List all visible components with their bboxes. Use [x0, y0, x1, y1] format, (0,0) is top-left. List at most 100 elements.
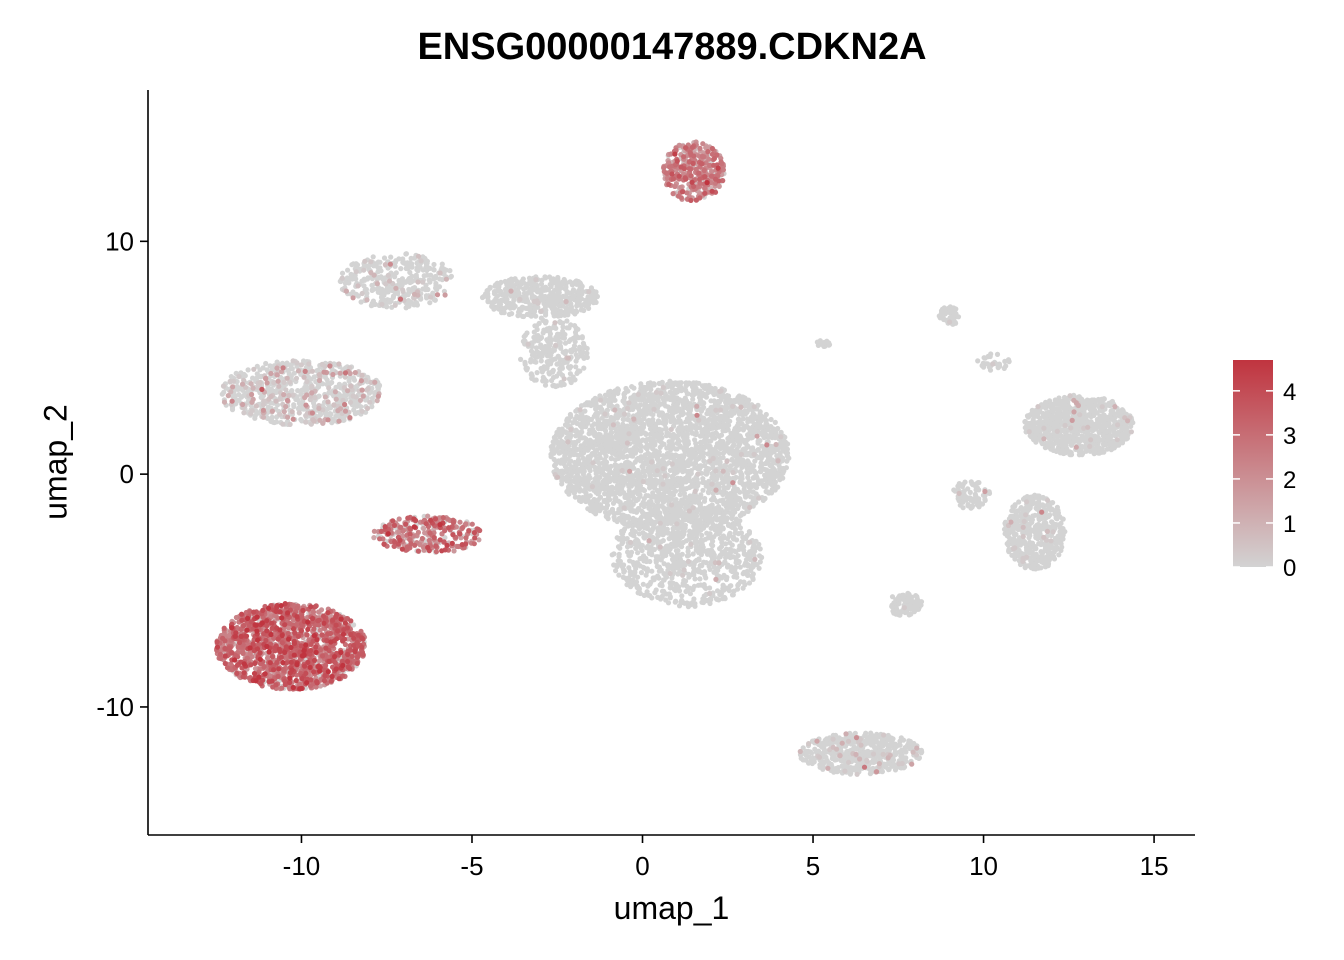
- data-point: [780, 465, 786, 472]
- data-point: [285, 368, 291, 374]
- data-point: [725, 485, 731, 491]
- data-point: [595, 503, 601, 509]
- data-point: [737, 479, 743, 485]
- data-point: [738, 470, 744, 476]
- data-point: [735, 505, 741, 512]
- data-point: [703, 394, 710, 400]
- data-point: [667, 454, 673, 460]
- data-point: [655, 432, 661, 438]
- data-point: [405, 292, 411, 298]
- data-point: [727, 446, 733, 452]
- data-point: [497, 288, 503, 294]
- data-point: [380, 276, 386, 282]
- data-point: [777, 472, 783, 478]
- data-point: [593, 509, 599, 515]
- data-point: [740, 501, 746, 507]
- data-point: [523, 285, 529, 291]
- data-point: [620, 416, 626, 422]
- data-point: [554, 331, 561, 337]
- data-point: [448, 273, 454, 279]
- data-point: [703, 383, 709, 389]
- data-point: [698, 463, 704, 469]
- data-point: [549, 277, 555, 283]
- data-point: [552, 463, 558, 469]
- data-point: [439, 261, 445, 267]
- data-point: [358, 404, 364, 410]
- data-point: [658, 401, 664, 407]
- data-point: [728, 430, 734, 437]
- data-point: [254, 363, 260, 369]
- data-point: [494, 293, 501, 299]
- data-point: [771, 433, 778, 439]
- data-point: [439, 277, 445, 283]
- data-point: [269, 414, 275, 420]
- data-point: [507, 277, 514, 283]
- data-point: [693, 430, 699, 436]
- data-point: [684, 425, 690, 431]
- data-point: [567, 472, 573, 478]
- data-point: [571, 293, 577, 299]
- data-point: [706, 466, 712, 472]
- data-point: [443, 267, 449, 273]
- data-point: [554, 280, 560, 286]
- data-point: [557, 429, 564, 436]
- data-point: [667, 467, 674, 473]
- data-point: [639, 430, 645, 436]
- data-point: [555, 353, 561, 359]
- data-point: [433, 280, 439, 287]
- data-point: [531, 309, 538, 315]
- data-point: [650, 490, 656, 496]
- data-point: [414, 260, 420, 266]
- data-point: [574, 370, 580, 376]
- data-point: [759, 451, 765, 457]
- data-point: [354, 262, 361, 268]
- data-point: [533, 313, 539, 319]
- data-point: [757, 438, 763, 444]
- data-point: [737, 489, 743, 495]
- data-point: [564, 289, 570, 295]
- data-point: [763, 420, 769, 427]
- data-point: [716, 433, 722, 439]
- data-point: [573, 433, 579, 439]
- data-point: [351, 622, 357, 628]
- data-point: [518, 306, 524, 313]
- data-point: [598, 444, 604, 450]
- data-point: [669, 496, 675, 502]
- data-point: [663, 426, 669, 433]
- data-point: [698, 508, 704, 514]
- data-point: [723, 399, 729, 405]
- data-point: [328, 411, 334, 417]
- data-point: [619, 436, 625, 442]
- data-point: [686, 381, 692, 387]
- data-point: [273, 389, 279, 395]
- data-point: [697, 392, 703, 398]
- data-point: [738, 512, 744, 518]
- data-point: [700, 454, 706, 460]
- data-point: [647, 396, 653, 402]
- data-point: [633, 423, 639, 429]
- data-point: [616, 424, 622, 431]
- data-point: [697, 494, 704, 500]
- data-point: [538, 358, 544, 364]
- data-point: [759, 478, 765, 484]
- data-point: [268, 418, 274, 424]
- data-point: [697, 398, 704, 404]
- data-point: [752, 458, 758, 464]
- data-point: [696, 380, 702, 386]
- data-point: [377, 265, 383, 271]
- data-point: [758, 424, 764, 430]
- data-point: [681, 431, 687, 437]
- data-point: [432, 273, 439, 280]
- data-point: [260, 365, 266, 371]
- data-point: [757, 409, 763, 415]
- data-point: [660, 457, 666, 463]
- data-point: [645, 385, 651, 391]
- data-point: [567, 485, 573, 491]
- data-point: [612, 490, 618, 496]
- data-point: [316, 384, 322, 390]
- data-point: [762, 432, 768, 438]
- data-point: [629, 384, 635, 390]
- data-point: [298, 391, 304, 397]
- data-point: [587, 507, 594, 514]
- data-point: [383, 300, 389, 306]
